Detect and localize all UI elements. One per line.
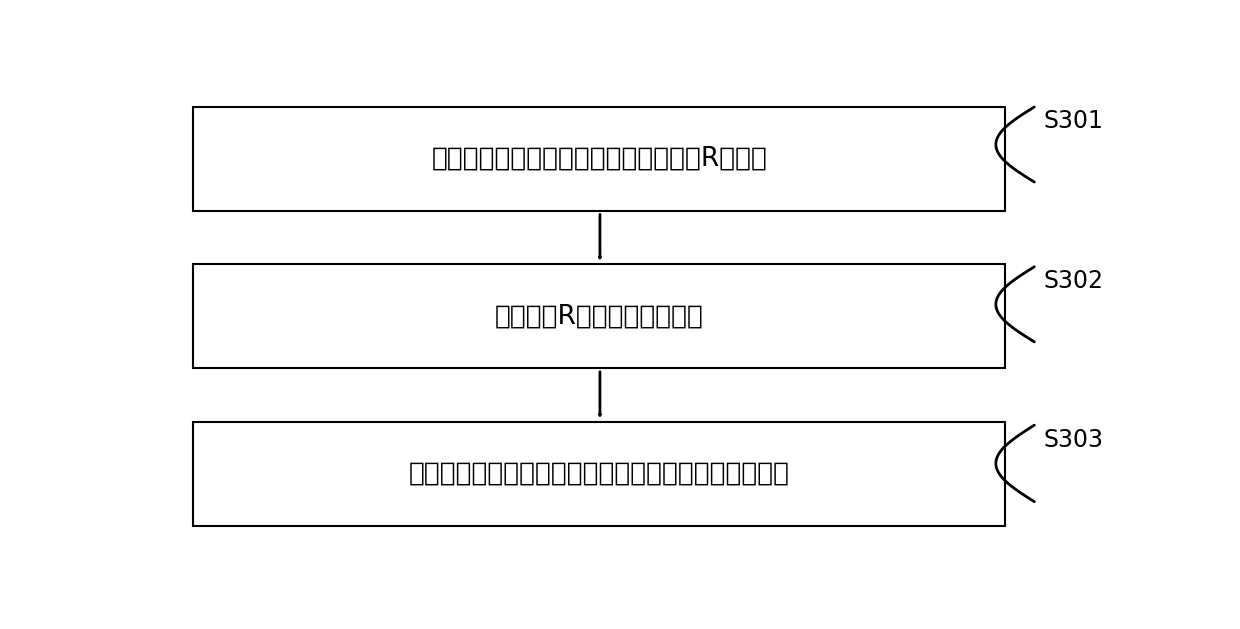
Text: S303: S303 xyxy=(1044,428,1104,452)
Text: 计算所述R波波峰的波形位置: 计算所述R波波峰的波形位置 xyxy=(495,303,704,330)
Text: 根据所述波形位置截取心跳波形列表并存储至训练集中: 根据所述波形位置截取心跳波形列表并存储至训练集中 xyxy=(409,461,790,487)
FancyBboxPatch shape xyxy=(193,107,1006,211)
Text: S301: S301 xyxy=(1044,109,1104,133)
Text: 获取当前检测点检测到的心电信号中的R波波峰: 获取当前检测点检测到的心电信号中的R波波峰 xyxy=(432,146,768,172)
Text: S302: S302 xyxy=(1044,269,1104,293)
FancyBboxPatch shape xyxy=(193,264,1006,369)
FancyBboxPatch shape xyxy=(193,422,1006,526)
